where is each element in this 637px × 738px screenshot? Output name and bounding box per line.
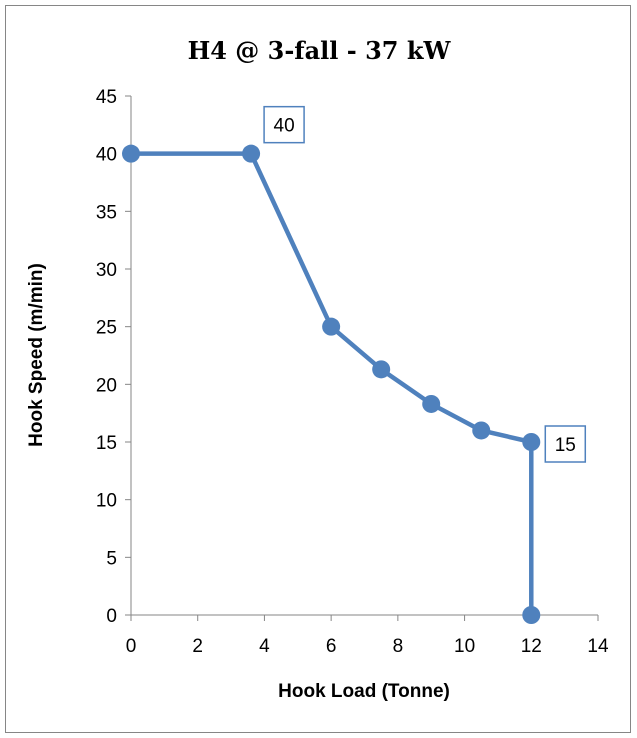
y-tick-label: 45	[96, 87, 117, 108]
y-tick-label: 15	[96, 433, 117, 454]
y-axis-ticks: 0 5 10 15 20 25 30 35 40 45	[96, 87, 131, 627]
x-tick-label: 14	[587, 636, 609, 657]
y-tick-label: 0	[106, 606, 117, 627]
data-label-box	[263, 105, 305, 144]
x-tick-label: 0	[126, 636, 137, 657]
data-label-value: 40	[274, 116, 295, 137]
data-point	[122, 144, 140, 163]
x-tick-label: 6	[326, 636, 337, 657]
x-tick-label: 10	[454, 636, 475, 657]
data-point	[472, 421, 491, 440]
x-tick-label: 12	[521, 636, 542, 657]
plot-area: 40 15	[122, 105, 587, 624]
x-tick-label: 2	[192, 636, 203, 657]
data-point	[372, 360, 391, 379]
x-axis-title: Hook Load (Tonne)	[278, 681, 450, 702]
x-tick-label: 4	[259, 636, 270, 657]
y-tick-label: 10	[96, 491, 117, 512]
data-label: 15	[544, 425, 587, 463]
y-tick-label: 25	[96, 318, 117, 339]
data-label: 40	[263, 105, 305, 144]
chart-title: H4 @ 3-fall - 37 kW	[188, 36, 452, 65]
data-point	[242, 144, 261, 163]
x-axis-ticks: 0 2 4 6 8 10 12 14	[126, 615, 609, 657]
data-label-box	[544, 425, 587, 463]
y-tick-label: 35	[96, 202, 117, 223]
data-point	[322, 317, 341, 336]
y-tick-label: 5	[106, 548, 117, 569]
y-tick-label: 20	[96, 375, 117, 396]
data-label-value: 15	[555, 435, 576, 456]
data-point	[522, 433, 541, 451]
y-tick-label: 30	[96, 260, 117, 281]
series-line	[128, 151, 534, 618]
chart-frame: H4 @ 3-fall - 37 kW 0 5 10 15 20 25 30 35 40 45 0…	[5, 5, 631, 733]
data-point	[422, 394, 441, 413]
data-point	[522, 606, 541, 624]
y-axis-title: Hook Speed (m/min)	[26, 263, 47, 447]
y-tick-label: 40	[96, 145, 117, 166]
x-tick-label: 8	[393, 636, 404, 657]
